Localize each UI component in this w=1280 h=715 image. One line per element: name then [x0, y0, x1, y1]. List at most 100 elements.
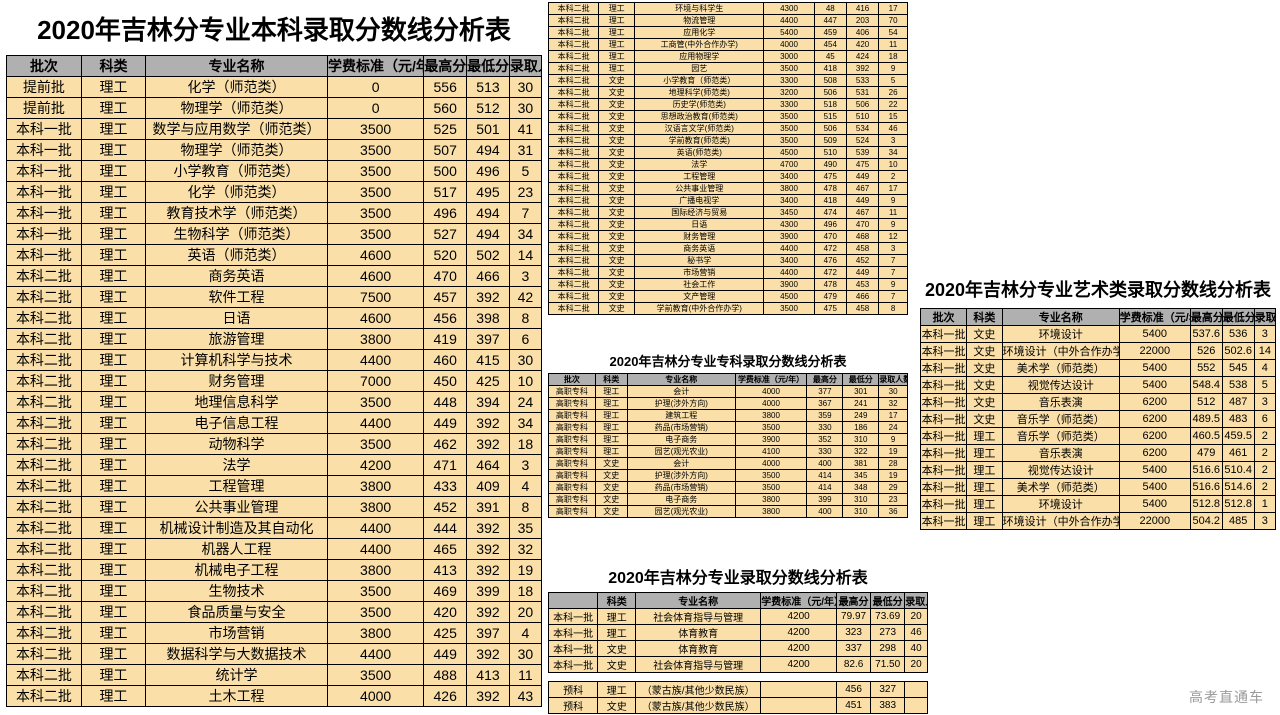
table-row: 本科二批理工物流管理440044720370	[549, 15, 908, 27]
table-cell	[905, 682, 928, 698]
table-row: 预科文史（蒙古族/其他少数民族）451383	[549, 698, 928, 714]
table-cell: 310	[843, 494, 879, 506]
table-cell: 472	[814, 267, 846, 279]
table-cell: 82.6	[837, 657, 871, 673]
table-cell: 472	[814, 243, 846, 255]
table-cell: 36	[879, 506, 908, 518]
table-cell: 物理学（师范类）	[146, 140, 328, 161]
table-cell: 理工	[599, 15, 635, 27]
h4-cat: 科类	[598, 593, 636, 609]
table-cell: 本科二批	[7, 455, 82, 476]
table-cell: 本科一批	[921, 496, 967, 513]
table-cell: 英语(师范类)	[635, 147, 764, 159]
table-cell: 本科一批	[921, 377, 967, 394]
table-row: 本科二批文史工程管理34004754492	[549, 171, 908, 183]
table-cell: 3500	[764, 63, 814, 75]
table-cell: 476	[814, 255, 846, 267]
table-cell: 理工	[81, 308, 145, 329]
table-cell: 397	[467, 329, 510, 350]
table-cell: 4000	[327, 686, 423, 707]
table-cell: 文史	[599, 291, 635, 303]
table-cell: 461	[1222, 445, 1254, 462]
table-cell: 3500	[327, 203, 423, 224]
table-cell: 506	[846, 99, 878, 111]
table-row: 本科二批理工机器人工程440046539232	[7, 539, 542, 560]
table-cell: 本科二批	[549, 15, 599, 27]
table-cell	[905, 698, 928, 714]
table-cell: 理工	[81, 203, 145, 224]
table-cell: 34	[509, 413, 541, 434]
table-row: 本科一批文史环境设计5400537.65363	[921, 326, 1276, 343]
watermark: 高考直通车	[1189, 687, 1264, 707]
table-row: 本科二批理工园艺35004183929	[549, 63, 908, 75]
table-cell: 4200	[761, 657, 837, 673]
table-cell: 4	[509, 623, 541, 644]
table-cell: 447	[814, 15, 846, 27]
table-row: 本科一批理工音乐学（师范类）6200460.5459.52	[921, 428, 1276, 445]
table-cell: 美术学（师范类）	[1002, 479, 1119, 496]
table-cell: 理工	[81, 371, 145, 392]
table-cell: 4400	[327, 350, 423, 371]
table-cell: 3500	[327, 602, 423, 623]
table-cell: 12	[879, 231, 908, 243]
table-cell: 3800	[735, 506, 807, 518]
table-cell: 理工	[81, 518, 145, 539]
table-cell: 9	[879, 63, 908, 75]
table-cell: 424	[846, 51, 878, 63]
h-batch: 批次	[7, 56, 82, 77]
table-cell: 旅游管理	[146, 329, 328, 350]
h-max: 最高分	[424, 56, 467, 77]
table-cell: 516.6	[1190, 462, 1222, 479]
table-cell: 本科二批	[7, 413, 82, 434]
table-cell: 3800	[327, 497, 423, 518]
table-cell: 6200	[1119, 428, 1190, 445]
h4-blank	[549, 593, 598, 609]
table-row: 本科二批文史学前教育(中外合作办学)35004754588	[549, 303, 908, 315]
table-cell: 国际经济与贸易	[635, 207, 764, 219]
table-cell: 512	[467, 98, 510, 119]
table-cell: 文史	[599, 183, 635, 195]
table-cell: 249	[843, 410, 879, 422]
table-cell: 203	[846, 15, 878, 27]
table-cell: 4300	[764, 3, 814, 15]
table-row: 本科二批理工财务管理700045042510	[7, 371, 542, 392]
table-cell: 14	[509, 245, 541, 266]
table-cell: 6200	[1119, 411, 1190, 428]
table-cell: 本科二批	[7, 266, 82, 287]
table-cell: 理工	[599, 63, 635, 75]
table-cell: 高职专科	[549, 446, 596, 458]
table-row: 高职专科文史会计400040038128	[549, 458, 908, 470]
table-cell: 食品质量与安全	[146, 602, 328, 623]
table-cell: 9	[879, 219, 908, 231]
table1-title: 2020年吉林分专业本科录取分数线分析表	[6, 4, 542, 55]
table-row: 本科一批理工环境设计（中外合作办学）22000504.24853	[921, 513, 1276, 530]
table-cell: 药品(市场营销)	[627, 482, 735, 494]
table-cell: 地理科学(师范类)	[635, 87, 764, 99]
table-cell: 理工	[81, 182, 145, 203]
table1-panel: 2020年吉林分专业本科录取分数线分析表 批次 科类 专业名称 学费标准（元/年…	[6, 4, 542, 707]
table-cell: 471	[424, 455, 467, 476]
table-cell: 7	[879, 291, 908, 303]
table-cell: 48	[814, 3, 846, 15]
table-cell: 4200	[761, 625, 837, 641]
table-cell: 409	[467, 476, 510, 497]
table-row: 本科二批文史法学470049047510	[549, 159, 908, 171]
table-cell: 3500	[764, 135, 814, 147]
table-cell: 460.5	[1190, 428, 1222, 445]
table-cell: 468	[846, 231, 878, 243]
table-cell: 453	[846, 279, 878, 291]
table-cell: 5400	[1119, 479, 1190, 496]
table-cell: 5400	[764, 27, 814, 39]
table-row: 本科二批理工食品质量与安全350042039220	[7, 602, 542, 623]
table-cell: 视觉传达设计	[1002, 462, 1119, 479]
table-cell: 文史	[598, 641, 636, 657]
table-cell: 汉语言文学(师范类)	[635, 123, 764, 135]
h-major: 专业名称	[146, 56, 328, 77]
table-cell: 3500	[327, 119, 423, 140]
table-row: 高职专科文史园艺(观光农业)380040031036	[549, 506, 908, 518]
table5-header-row: 批次 科类 专业名称 学费标准（元/年） 最高分 最低分 录取人数	[921, 309, 1276, 326]
table-cell: 456	[837, 682, 871, 698]
table-cell: 398	[467, 308, 510, 329]
table-cell: 23	[879, 494, 908, 506]
table-cell: 本科二批	[549, 99, 599, 111]
